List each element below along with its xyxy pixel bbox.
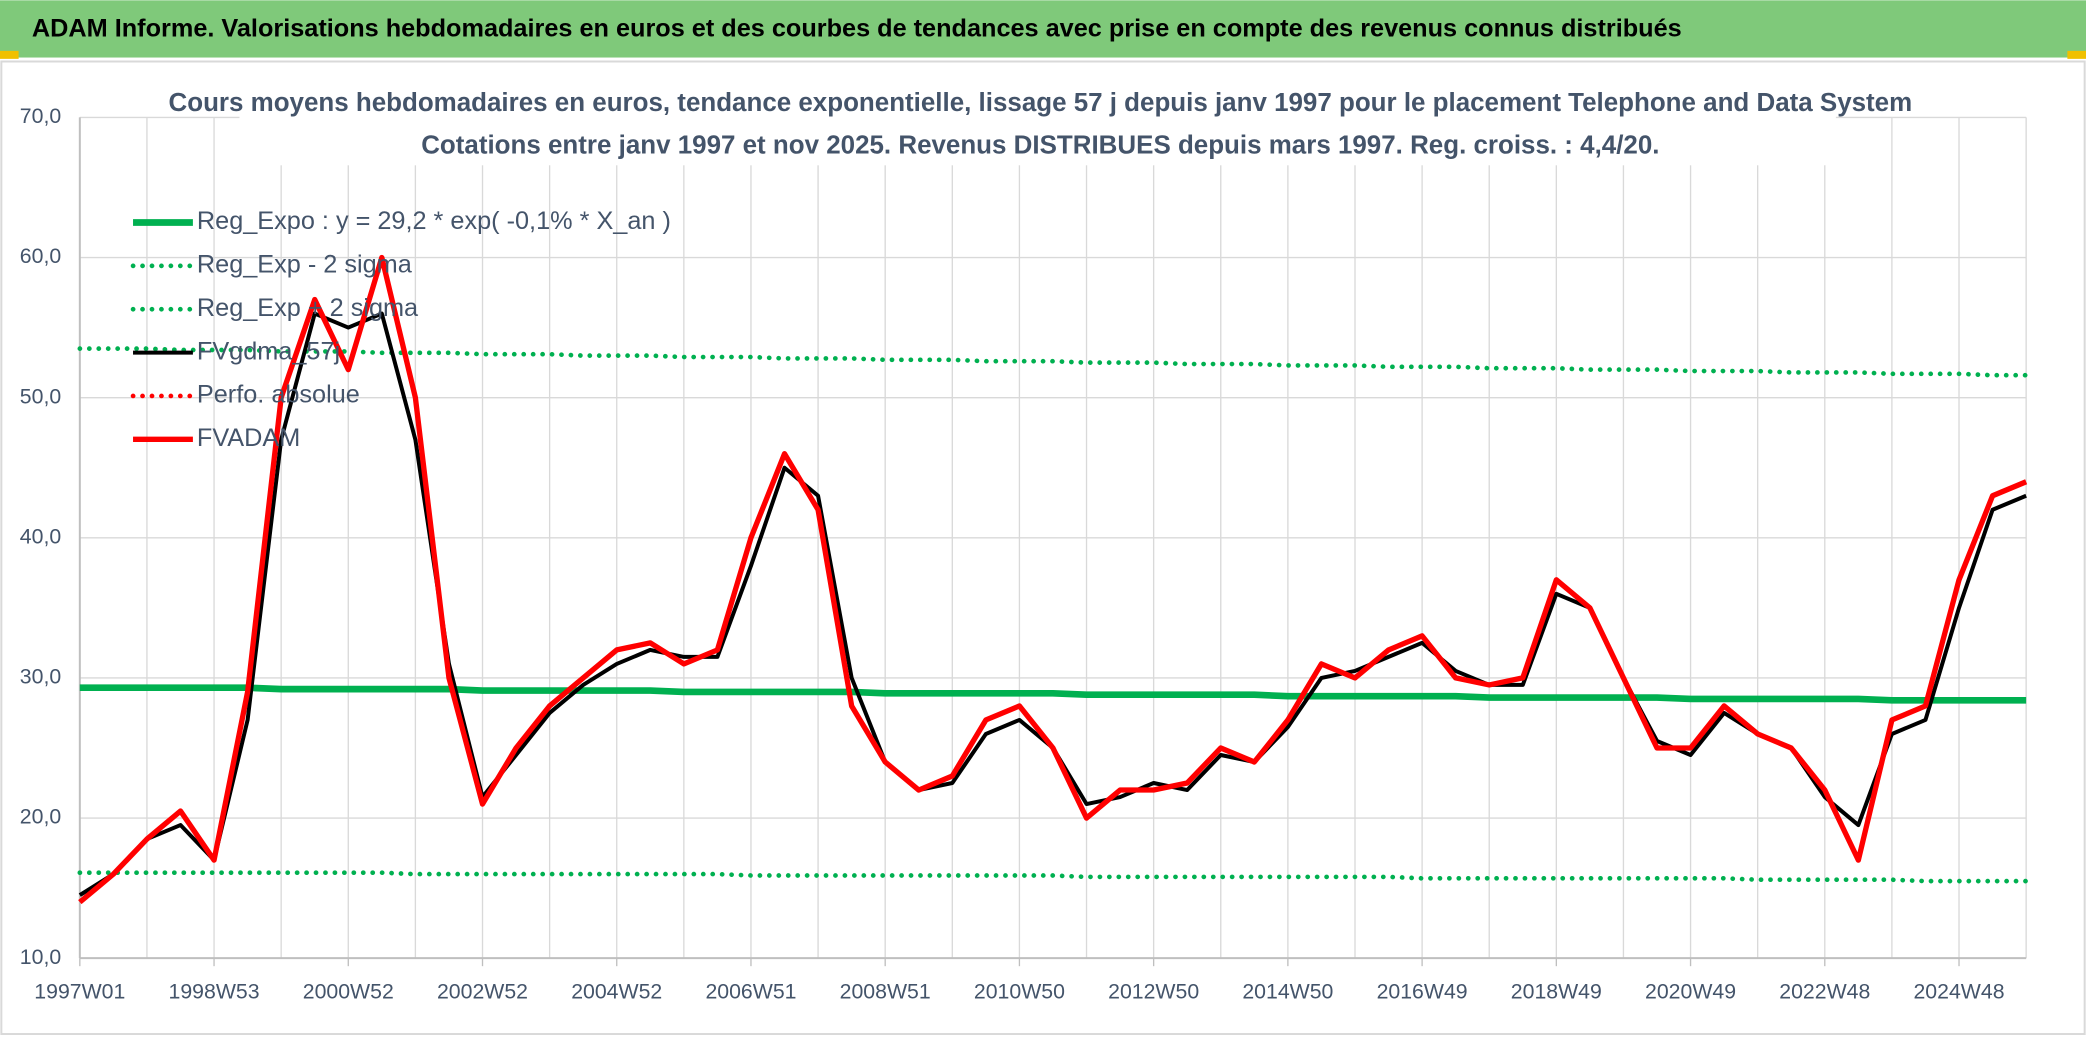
x-tick-label: 1998W53 — [169, 979, 260, 1003]
header-title: ADAM Informe. Valorisations hebdomadaire… — [32, 14, 1682, 42]
x-tick-label: 2002W52 — [437, 979, 528, 1003]
y-tick-label: 10,0 — [20, 945, 61, 969]
legend-label: Reg_Expo : y = 29,2 * exp( -0,1% * X_an … — [197, 207, 671, 235]
legend: Reg_Expo : y = 29,2 * exp( -0,1% * X_an … — [130, 207, 671, 452]
header-banner — [0, 0, 2086, 58]
title-background — [239, 82, 1836, 166]
y-tick-label: 20,0 — [20, 805, 61, 829]
series-line — [78, 254, 2028, 905]
y-tick-label: 40,0 — [20, 524, 61, 548]
x-tick-label: 2010W50 — [974, 979, 1065, 1003]
series-line — [77, 870, 2029, 884]
x-tick-label: 2020W49 — [1645, 979, 1736, 1003]
x-tick-label: 2006W51 — [705, 979, 796, 1003]
legend-label: FVADAM — [197, 424, 300, 452]
x-tick-label: 1997W01 — [34, 979, 125, 1003]
x-tick-label: 2024W48 — [1913, 979, 2004, 1003]
x-tick-label: 2012W50 — [1108, 979, 1199, 1003]
series-line — [79, 684, 2027, 704]
corner-right — [2067, 50, 2086, 59]
grid: 10,0 20,0 30,0 40,0 50,0 60,0 70,0 1997W01 1998W… — [20, 104, 2027, 1003]
lines — [77, 254, 2029, 905]
legend-label: FVgdma_57j — [197, 337, 340, 365]
legend-label: Reg_Exp + 2 sigma — [197, 294, 419, 322]
x-tick-label: 2000W52 — [303, 979, 394, 1003]
y-tick-label: 30,0 — [20, 665, 61, 689]
x-tick-label: 2016W49 — [1377, 979, 1468, 1003]
series-line — [77, 346, 2029, 378]
legend-label: Perfo. absolue — [197, 381, 360, 409]
x-tick-label: 2018W49 — [1511, 979, 1602, 1003]
corner-left — [0, 50, 19, 59]
x-tick-label: 2004W52 — [571, 979, 662, 1003]
x-tick-label: 2022W48 — [1779, 979, 1870, 1003]
x-tick-label: 2014W50 — [1242, 979, 1333, 1003]
y-tick-label: 60,0 — [20, 244, 61, 268]
x-tick-label: 2008W51 — [840, 979, 931, 1003]
y-tick-label: 50,0 — [20, 384, 61, 408]
legend-label: Reg_Exp - 2 sigma — [197, 251, 413, 279]
y-tick-label: 70,0 — [20, 104, 61, 128]
chart-subtitle: Cotations entre janv 1997 et nov 2025. R… — [421, 132, 1659, 160]
chart-title: Cours moyens hebdomadaires en euros, ten… — [169, 89, 1913, 117]
